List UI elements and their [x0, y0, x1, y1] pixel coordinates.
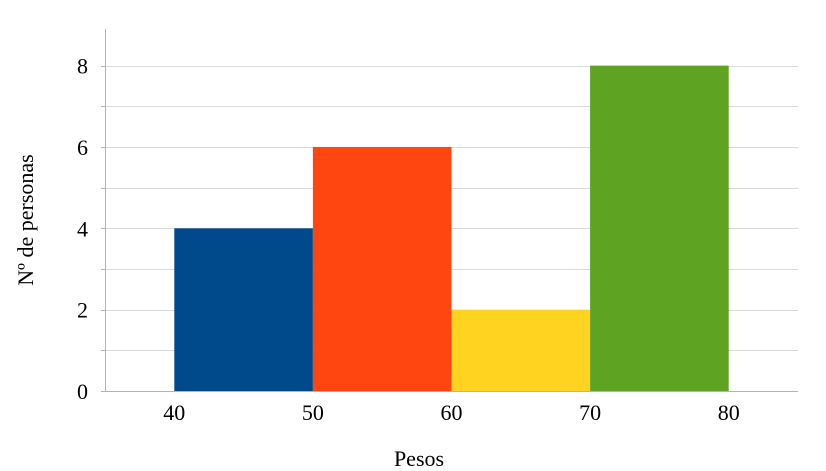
bar-70-80 [590, 65, 729, 391]
x-tick-label: 50 [302, 400, 324, 425]
y-tick-label: 8 [77, 54, 88, 79]
x-tick-label: 70 [579, 400, 601, 425]
y-tick-labels: 0 2 4 6 8 [77, 54, 88, 404]
bars [174, 65, 729, 391]
bar-60-70 [451, 309, 591, 391]
x-tick-labels: 40 50 60 70 80 [163, 400, 739, 425]
y-tick-label: 0 [77, 379, 88, 404]
y-tick-label: 6 [77, 135, 88, 160]
y-axis-label: Nº de personas [13, 154, 38, 285]
y-tick-label: 4 [77, 216, 88, 241]
bar-50-60 [312, 146, 452, 391]
y-tick-label: 2 [77, 298, 88, 323]
bar-40-50 [174, 228, 313, 391]
x-tick-label: 40 [163, 400, 185, 425]
axes [101, 29, 798, 392]
x-axis-label: Pesos [394, 446, 444, 471]
x-tick-label: 80 [718, 400, 740, 425]
x-tick-label: 60 [441, 400, 463, 425]
